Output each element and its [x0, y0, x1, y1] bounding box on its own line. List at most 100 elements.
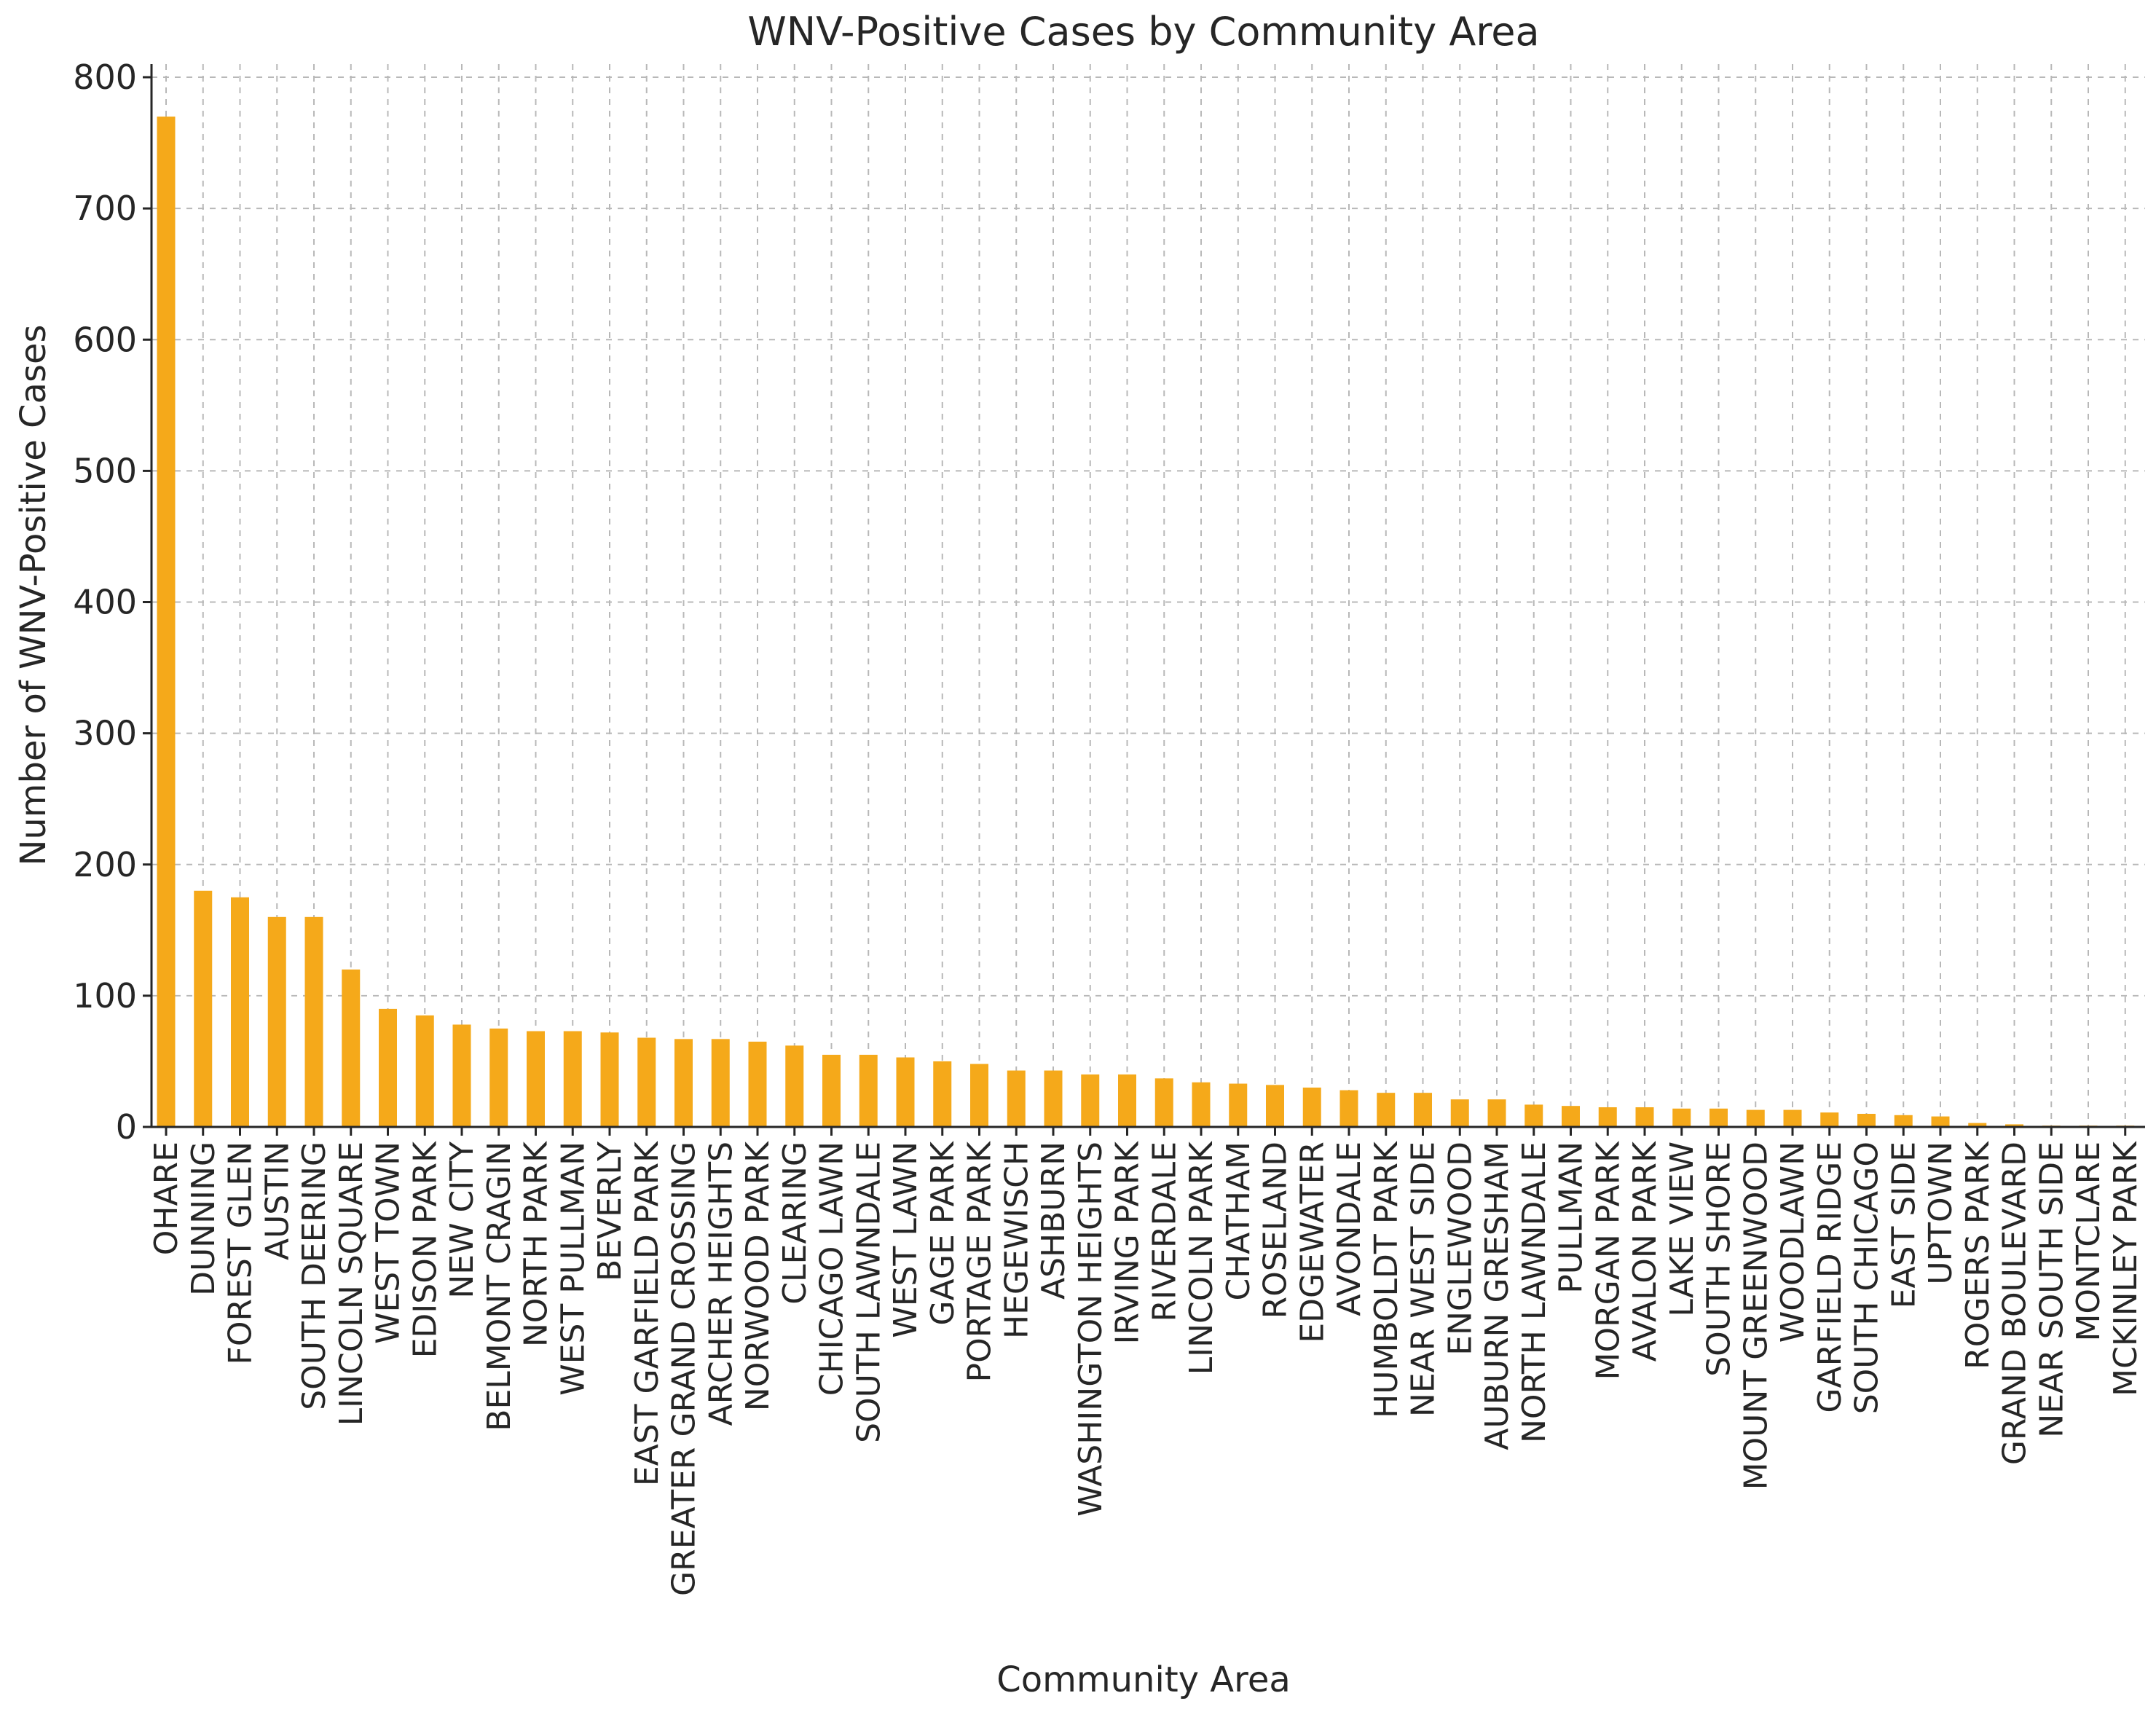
y-tick-label: 100	[73, 976, 137, 1015]
x-tick-label: ASHBURN	[1035, 1142, 1072, 1300]
x-tick-label: PORTAGE PARK	[961, 1141, 999, 1383]
bar	[1894, 1115, 1913, 1127]
bar	[1672, 1108, 1691, 1127]
x-tick-label: WEST TOWN	[370, 1142, 407, 1344]
y-axis-ticks: 0 100 200 300 400 500 600 700 800	[73, 58, 152, 1147]
x-tick-label: LINCOLN PARK	[1183, 1141, 1220, 1375]
y-tick-label: 400	[73, 583, 137, 622]
bar	[1450, 1099, 1469, 1127]
x-tick-label: NEW CITY	[444, 1142, 481, 1299]
x-tick-label: CHATHAM	[1220, 1142, 1257, 1301]
bar	[896, 1057, 915, 1127]
bar	[933, 1061, 952, 1127]
bar	[748, 1041, 767, 1127]
bar	[1229, 1083, 1248, 1127]
bar	[1192, 1082, 1211, 1127]
x-tick-label: RIVERDALE	[1146, 1142, 1183, 1322]
y-tick-label: 800	[73, 58, 137, 97]
vertical-gridlines	[165, 64, 2126, 1127]
bar	[194, 890, 213, 1127]
bar	[1598, 1107, 1617, 1127]
x-tick-label: ROSELAND	[1257, 1142, 1294, 1319]
bar	[1746, 1109, 1765, 1127]
bar	[1414, 1093, 1432, 1127]
x-tick-label: SOUTH SHORE	[1701, 1142, 1738, 1377]
x-tick-label: UPTOWN	[1922, 1142, 1959, 1285]
bar	[1154, 1078, 1173, 1127]
x-tick-label: WEST PULLMAN	[554, 1142, 591, 1396]
bar	[1118, 1074, 1136, 1127]
y-tick-label: 600	[73, 320, 137, 359]
bar	[563, 1031, 582, 1127]
x-tick-label: EAST SIDE	[1885, 1142, 1922, 1308]
x-tick-label: WASHINGTON HEIGHTS	[1072, 1142, 1109, 1517]
x-tick-label: OHARE	[148, 1142, 185, 1255]
bar	[379, 1008, 397, 1127]
x-tick-label: BEVERLY	[591, 1142, 629, 1281]
bar	[1302, 1087, 1321, 1127]
bar	[1007, 1070, 1026, 1127]
bar	[1044, 1070, 1063, 1127]
bar	[157, 117, 176, 1128]
y-tick-label: 0	[116, 1107, 137, 1147]
x-tick-label: NEAR WEST SIDE	[1405, 1142, 1442, 1417]
bar	[1562, 1106, 1580, 1127]
x-tick-label: BELMONT CRAGIN	[481, 1142, 518, 1431]
x-tick-label: AVONDALE	[1331, 1142, 1368, 1316]
bar	[822, 1054, 841, 1127]
y-tick-label: 200	[73, 845, 137, 884]
x-tick-label: LINCOLN SQUARE	[333, 1142, 370, 1426]
x-tick-label: IRVING PARK	[1109, 1141, 1146, 1345]
x-tick-label: FOREST GLEN	[222, 1142, 259, 1364]
x-tick-label: WEST LAWN	[887, 1142, 924, 1338]
bar	[1820, 1112, 1839, 1127]
bar	[267, 916, 286, 1127]
x-tick-label: EAST GARFIELD PARK	[629, 1141, 666, 1486]
bar	[1266, 1085, 1284, 1127]
x-tick-label: NORWOOD PARK	[739, 1141, 776, 1411]
y-axis-label: Number of WNV-Positive Cases	[13, 324, 54, 865]
x-tick-label: ROGERS PARK	[1959, 1141, 1996, 1370]
y-tick-label: 700	[73, 189, 137, 228]
x-tick-label: AVALON PARK	[1626, 1141, 1664, 1362]
x-tick-label: SOUTH DEERING	[296, 1142, 333, 1410]
bar	[785, 1045, 804, 1127]
bar	[1857, 1113, 1876, 1127]
x-tick-label: LAKE VIEW	[1664, 1142, 1701, 1317]
x-tick-label: GAGE PARK	[924, 1141, 961, 1326]
x-tick-label: EDISON PARK	[406, 1141, 444, 1359]
bar	[527, 1031, 545, 1127]
x-tick-label: MOUNT GREENWOOD	[1737, 1142, 1774, 1490]
x-tick-label: MONTCLARE	[2070, 1142, 2107, 1342]
x-tick-label: MORGAN PARK	[1589, 1141, 1626, 1380]
x-tick-label: AUBURN GRESHAM	[1479, 1142, 1516, 1450]
bar	[637, 1037, 656, 1127]
x-tick-label: DUNNING	[185, 1142, 222, 1296]
bar	[342, 969, 361, 1127]
x-axis-ticks: OHARE DUNNING FOREST GLEN AUSTIN SOUTH DEERI…	[148, 1127, 2144, 1596]
bar	[711, 1039, 730, 1127]
x-tick-label: ARCHER HEIGHTS	[702, 1142, 739, 1426]
x-tick-label: GREATER GRAND CROSSING	[666, 1142, 703, 1596]
bar	[1339, 1090, 1358, 1127]
x-tick-label: NORTH LAWNDALE	[1516, 1142, 1553, 1443]
x-tick-label: MCKINLEY PARK	[2107, 1141, 2144, 1396]
bar	[304, 916, 323, 1127]
bars	[157, 117, 2135, 1128]
bar	[859, 1054, 878, 1127]
x-tick-label: HUMBOLDT PARK	[1368, 1141, 1405, 1418]
bar	[1710, 1108, 1728, 1127]
bar	[452, 1024, 471, 1127]
y-tick-label: 300	[73, 714, 137, 753]
bar	[674, 1039, 693, 1127]
bar	[600, 1032, 619, 1127]
x-tick-label: SOUTH CHICAGO	[1849, 1142, 1886, 1414]
x-tick-label: HEGEWISCH	[998, 1142, 1035, 1339]
chart-title: WNV-Positive Cases by Community Area	[747, 9, 1539, 55]
bar	[415, 1015, 434, 1127]
bar	[1377, 1093, 1396, 1127]
x-tick-label: ENGLEWOOD	[1441, 1142, 1479, 1356]
bar	[1783, 1109, 1802, 1127]
